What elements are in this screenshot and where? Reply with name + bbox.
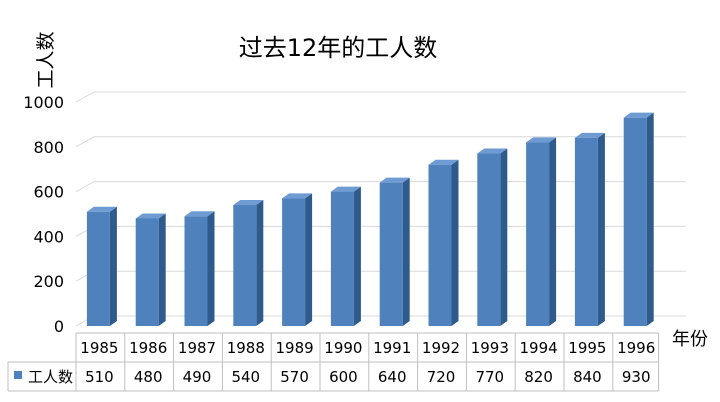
bar-side (305, 193, 313, 326)
bar (526, 142, 550, 326)
bar (574, 137, 598, 326)
x-tick-label: 1988 (227, 339, 265, 357)
bar-1986 (135, 213, 166, 326)
x-tick-label: 1993 (471, 339, 509, 357)
data-label: 540 (231, 368, 260, 386)
legend-label: 工人数 (28, 368, 73, 386)
bar-top (330, 186, 361, 192)
bar-top (86, 206, 117, 212)
y-tick-label: 200 (33, 272, 64, 291)
x-tick-label: 1990 (324, 339, 362, 357)
data-label: 770 (475, 368, 504, 386)
bar (233, 205, 257, 326)
bar-1990 (330, 186, 361, 326)
data-label: 490 (183, 368, 212, 386)
data-label: 480 (134, 368, 163, 386)
bar-side (158, 213, 166, 326)
bar (477, 153, 501, 326)
bar (623, 117, 647, 327)
bar-side (207, 211, 215, 326)
bar-1991 (379, 177, 410, 326)
y-tick-labels: 0 200 400 600 800 1000 (23, 93, 64, 336)
bar-side (549, 137, 557, 326)
bar-side (646, 112, 654, 327)
bar-1992 (428, 159, 459, 326)
bar-top (526, 137, 557, 143)
bar-top (184, 211, 215, 217)
bar-top (574, 132, 605, 138)
x-tick-label: 1987 (178, 339, 216, 357)
legend-key (14, 371, 22, 379)
bar-top (233, 200, 264, 206)
bar-side (402, 177, 410, 326)
bar-1995 (574, 132, 605, 326)
x-tick-label: 1991 (373, 339, 411, 357)
bar-top (282, 193, 313, 199)
x-tick-label: 1994 (520, 339, 558, 357)
bar-top (477, 148, 508, 154)
bar-1994 (526, 137, 557, 326)
bar (428, 164, 452, 326)
bar (330, 191, 354, 326)
bar-1987 (184, 211, 215, 326)
bar-top (135, 213, 166, 219)
x-tick-label: 1986 (129, 339, 167, 357)
bar-side (500, 148, 508, 326)
bar-side (109, 206, 117, 326)
y-tick-label: 800 (33, 138, 64, 157)
gridline (75, 91, 686, 103)
bar-top (428, 159, 459, 165)
data-label: 600 (329, 368, 358, 386)
bar-1989 (282, 193, 313, 326)
bar-1988 (233, 200, 264, 326)
bars (86, 112, 654, 327)
bar (282, 198, 306, 326)
chart-title: 过去12年的工人数 (239, 34, 438, 62)
x-tick-label: 1996 (617, 339, 655, 357)
x-tick-label: 1985 (80, 339, 118, 357)
y-tick-label: 400 (33, 227, 64, 246)
bar-side (256, 200, 264, 326)
y-tick-label: 0 (54, 317, 64, 336)
y-axis-label: 工人数 (35, 31, 57, 88)
data-label: 840 (573, 368, 602, 386)
data-label: 570 (280, 368, 309, 386)
bar (86, 211, 110, 326)
bar-top (623, 112, 654, 118)
x-tick-label: 1989 (276, 339, 314, 357)
x-tick-label: 1995 (568, 339, 606, 357)
bar (184, 216, 208, 326)
y-tick-label: 1000 (23, 93, 64, 112)
bar-side (451, 159, 459, 326)
data-label: 510 (85, 368, 114, 386)
bar (135, 218, 159, 326)
bar-1985 (86, 206, 117, 326)
data-label: 820 (524, 368, 553, 386)
bar-1993 (477, 148, 508, 326)
x-tick-label: 1992 (422, 339, 460, 357)
gridline (75, 136, 686, 148)
data-label: 930 (622, 368, 651, 386)
x-axis-label: 年份 (672, 329, 708, 350)
data-label: 640 (378, 368, 407, 386)
data-label: 720 (427, 368, 456, 386)
bar-side (353, 186, 361, 326)
bar-side (597, 132, 605, 326)
data-table: 1985 1986 1987 1988 1989 1990 1991 1992 1993 1994… (7, 332, 660, 392)
bar (379, 182, 403, 326)
y-tick-label: 600 (33, 183, 64, 202)
bar-top (379, 177, 410, 183)
bar-1996 (623, 112, 654, 327)
